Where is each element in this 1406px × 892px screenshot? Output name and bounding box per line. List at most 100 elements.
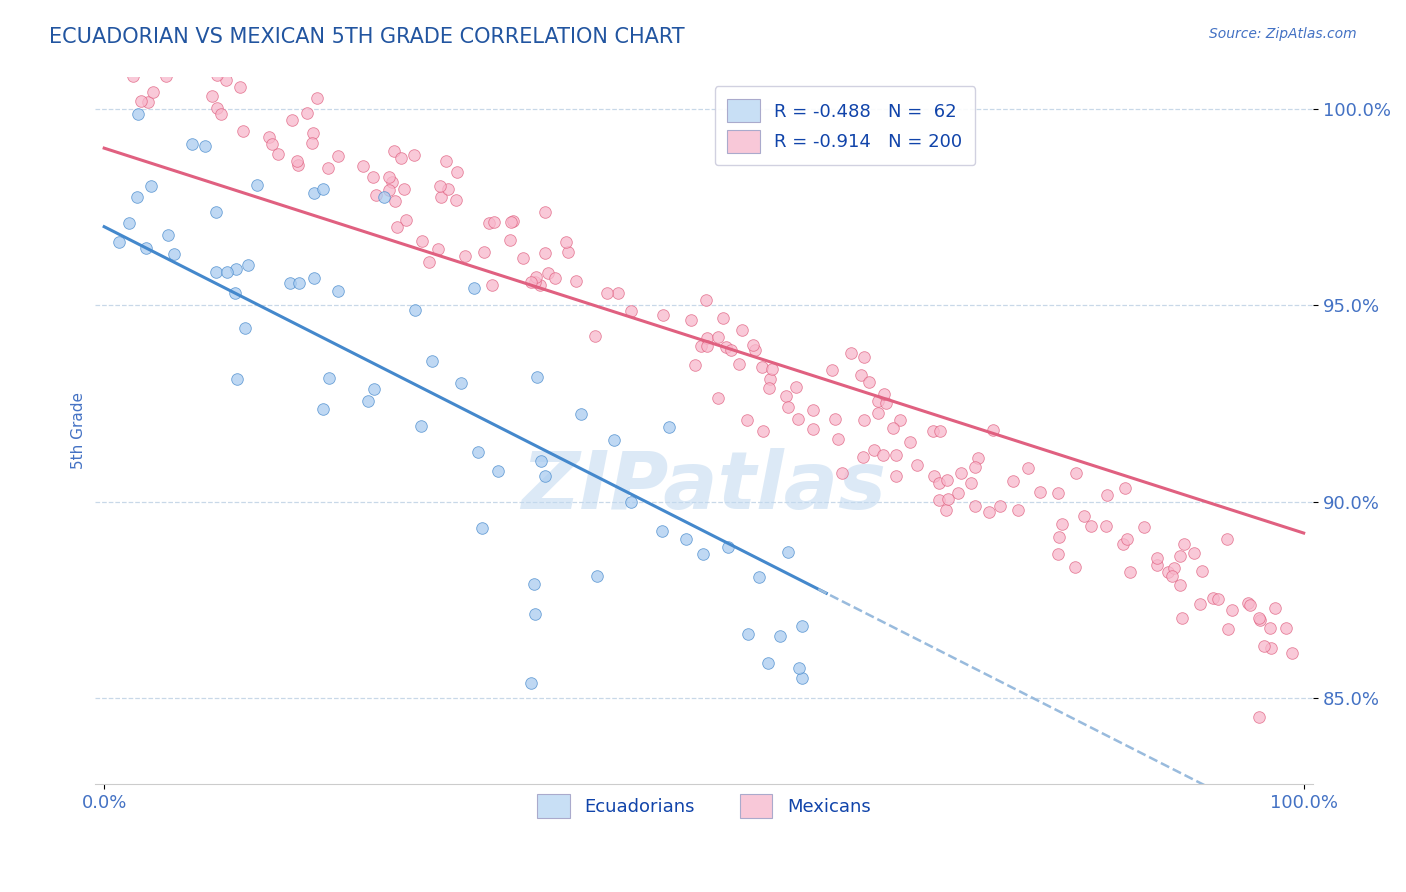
Point [758,381,780,395]
Point [138,95,160,109]
Point [1112,537,1135,551]
Point [155,18,177,32]
Point [373,190,395,204]
Point [472,244,495,259]
Point [555,235,578,249]
Point [1202,591,1225,605]
Point [411,234,433,248]
Point [706,391,728,405]
Point [884,469,907,483]
Point [181,137,204,152]
Point [769,629,792,643]
Point [744,343,766,358]
Point [979,505,1001,519]
Point [430,190,453,204]
Point [775,389,797,403]
Point [557,245,579,260]
Point [707,329,730,343]
Point [318,371,340,385]
Point [129,94,152,108]
Point [959,476,981,491]
Point [1046,486,1069,500]
Point [236,258,259,272]
Point [1264,600,1286,615]
Point [1064,560,1087,574]
Point [950,466,973,480]
Point [620,495,643,509]
Point [1247,611,1270,625]
Point [363,383,385,397]
Point [1216,532,1239,546]
Point [692,547,714,561]
Point [720,343,742,357]
Point [1119,565,1142,579]
Point [1171,611,1194,625]
Point [499,215,522,229]
Point [1182,546,1205,560]
Point [104,12,127,26]
Point [526,370,548,384]
Point [98,33,121,47]
Point [651,524,673,538]
Point [884,448,907,462]
Point [603,433,626,447]
Point [935,473,957,487]
Point [820,363,842,377]
Point [713,311,735,326]
Point [787,661,810,675]
Point [1237,596,1260,610]
Point [928,475,950,490]
Point [302,126,325,140]
Point [209,106,232,120]
Point [201,89,224,103]
Point [759,372,782,386]
Point [741,338,763,352]
Point [205,62,228,76]
Point [529,277,551,292]
Point [936,492,959,507]
Point [1188,598,1211,612]
Point [1028,484,1050,499]
Point [786,412,808,426]
Point [288,276,311,290]
Point [1095,518,1118,533]
Point [112,14,135,29]
Point [520,275,543,289]
Point [1173,536,1195,550]
Point [524,275,547,289]
Point [215,265,238,279]
Point [1157,565,1180,579]
Point [155,69,177,83]
Point [1163,561,1185,575]
Point [1146,558,1168,573]
Point [434,153,457,168]
Point [1064,466,1087,480]
Point [988,499,1011,513]
Point [108,235,131,250]
Point [394,182,416,196]
Point [328,149,350,163]
Point [696,330,718,344]
Point [790,619,813,633]
Point [776,401,799,415]
Point [689,339,711,353]
Point [232,124,254,138]
Point [841,346,863,360]
Point [1253,639,1275,653]
Point [533,469,555,483]
Point [138,14,160,29]
Point [364,187,387,202]
Point [524,270,547,285]
Point [801,421,824,435]
Point [714,339,737,353]
Point [378,170,401,185]
Point [569,407,592,421]
Point [384,194,406,209]
Point [585,568,607,582]
Point [831,466,853,480]
Point [1080,518,1102,533]
Point [785,380,807,394]
Point [389,152,412,166]
Point [792,671,814,685]
Point [163,247,186,261]
